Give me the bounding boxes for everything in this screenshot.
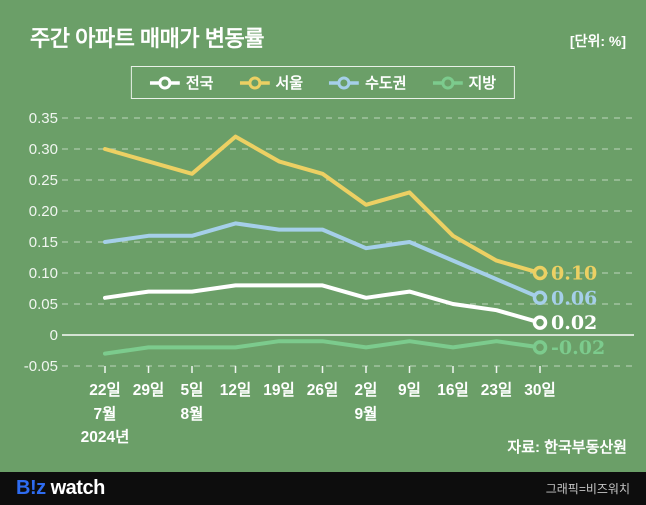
legend-item-regional: 지방 [432,72,497,93]
legend-label-metro: 수도권 [365,75,407,92]
legend-marker-icon [149,76,180,89]
legend-label-national: 전국 [185,75,214,92]
bizwatch-logo: B!z watch [16,477,105,500]
series-line-seoul [103,134,542,275]
y-axis-label: 0.30 [29,141,58,158]
page-title: 주간 아파트 매매가 변동률 [30,26,264,51]
x-axis-label: 23일 [481,381,513,399]
unit-label: [단위: %] [569,33,626,49]
legend-label-seoul: 서울 [275,75,304,92]
x-axis-label: 2일 [355,381,378,399]
series-line-national [103,283,542,325]
logo-watch-text: watch [50,477,106,499]
y-axis-label: 0.10 [29,265,58,282]
x-axis-label: 16일 [437,381,469,399]
y-axis-label: 0.35 [29,110,58,127]
series-end-marker-regional [532,340,548,355]
graphic-credit: 그래픽=비즈워치 [545,482,630,496]
line-chart: 0.35 0.30 0.25 0.20 0.15 0.10 0.05 0 -0.05 22일 29일… [24,110,634,456]
month-label: 7월 [94,405,117,423]
month-label: 9월 [355,405,378,423]
y-axis-label: 0.20 [29,203,58,220]
legend-circle-metro [337,76,351,89]
x-axis-label: 26일 [307,381,339,399]
y-axis-label: 0.05 [29,296,58,313]
x-axis-label: 29일 [133,381,165,399]
x-axis-label: 12일 [220,381,252,399]
series-end-value-metro: 0.06 [551,287,597,309]
y-axis-label: 0 [50,327,58,344]
legend-item-seoul: 서울 [239,72,303,93]
series-end-value-national: 0.02 [551,312,597,334]
series-line-metro [103,221,542,300]
legend-item-metro: 수도권 [329,72,407,93]
x-axis-label: 30일 [524,381,556,399]
legend-marker-icon [239,76,270,89]
y-axis-label: -0.05 [24,358,58,375]
series-end-value-regional: -0.02 [551,337,605,359]
x-axis-label: 5일 [181,381,204,399]
y-axis-label: 0.25 [29,172,58,189]
logo-biz-text: B!z [16,477,46,499]
series-end-marker-seoul [532,265,548,281]
legend-marker-icon [329,76,360,89]
legend-label-regional: 지방 [468,75,497,92]
y-axis-label: 0.15 [29,234,58,251]
x-axis-label: 19일 [263,381,295,399]
legend-marker-icon [432,76,463,89]
series-end-marker-national [532,315,548,330]
x-axis-label: 22일 [89,381,121,399]
series-end-marker-metro [532,290,548,306]
legend-item-national: 전국 [149,72,214,93]
series-line-regional [103,339,542,356]
x-axis-label: 9일 [398,381,421,399]
year-label: 2024년 [81,427,130,446]
legend-circle-regional [441,76,455,89]
series-end-value-seoul: 0.10 [551,263,597,285]
footer-bar: B!z watch 그래픽=비즈워치 [0,472,646,505]
source-note: 자료: 한국부동산원 [507,439,627,456]
month-label: 8월 [181,405,204,423]
chart-legend: 전국 서울 수도권 지방 [130,66,516,99]
legend-circle-national [158,76,172,89]
legend-circle-seoul [247,76,261,89]
